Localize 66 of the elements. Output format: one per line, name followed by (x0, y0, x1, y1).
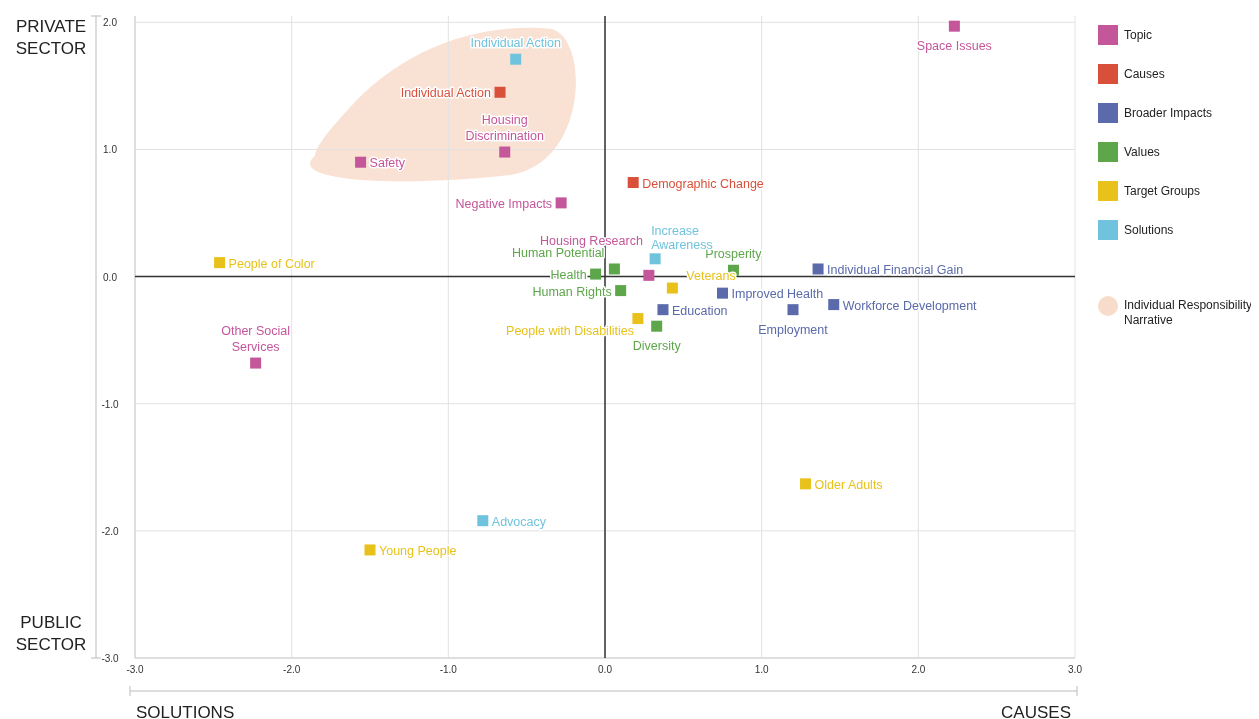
legend-label: Broader Impacts (1124, 106, 1213, 120)
data-label: Employment (758, 322, 829, 337)
point (657, 304, 669, 316)
x-tick-label: -1.0 (439, 664, 458, 675)
point (717, 287, 728, 299)
point (632, 313, 644, 325)
x-tick-label: 3.0 (1068, 664, 1083, 675)
point (510, 53, 522, 65)
y-tick-label: 0.0 (103, 271, 118, 283)
legend-label: Target Groups (1124, 184, 1201, 198)
point (800, 478, 812, 490)
point (649, 253, 661, 265)
x-tick-label: -3.0 (126, 664, 145, 675)
data-label: Demographic Change (642, 176, 764, 191)
data-label: Safety (369, 156, 406, 171)
data-label: Other Social Services (221, 324, 291, 355)
data-label: Workforce Development (842, 298, 978, 313)
text: PUBLIC SECTOR (15, 613, 87, 654)
data-label: Education (671, 303, 728, 318)
x-tick-label: -2.0 (283, 664, 301, 675)
point (627, 177, 639, 189)
legend-label: Values (1124, 145, 1160, 159)
y-tick-label: 1.0 (103, 144, 118, 156)
y-tick-label: 2.0 (103, 17, 118, 29)
text: CAUSES (1001, 703, 1071, 719)
point (364, 544, 376, 556)
point (214, 257, 226, 269)
point (948, 20, 960, 32)
y-tick-label: -3.0 (101, 653, 120, 664)
point (787, 304, 799, 316)
point (250, 357, 262, 369)
point (499, 146, 511, 158)
point (828, 299, 840, 311)
data-label: Individual Financial Gain (827, 262, 964, 277)
point (812, 263, 824, 275)
data-label: Individual Action (400, 86, 492, 101)
data-label: People of Color (228, 256, 315, 271)
point (608, 263, 620, 275)
point (555, 197, 567, 209)
data-label: Older Adults (814, 477, 883, 492)
legend-label: Causes (1124, 67, 1165, 81)
legend-label: Solutions (1124, 223, 1174, 237)
x-tick-label: 2.0 (911, 664, 926, 675)
data-label: Individual Action (470, 36, 561, 51)
text: PRIVATE SECTOR (15, 17, 87, 58)
point (590, 268, 602, 280)
point (651, 320, 663, 332)
point (477, 515, 489, 527)
data-label: Housing Discrimination (465, 113, 545, 144)
x-tick-label: 0.0 (598, 664, 613, 675)
y-tick-label: -2.0 (101, 525, 120, 537)
point (355, 156, 367, 168)
x-tick-label: 1.0 (754, 664, 770, 675)
data-label: Diversity (632, 339, 682, 354)
legend-label: Topic (1124, 28, 1153, 42)
data-label: Negative Impacts (455, 196, 553, 211)
data-label: Space Issues (916, 39, 992, 54)
text: SOLUTIONS (136, 703, 235, 719)
y-tick-label: -1.0 (101, 398, 120, 410)
data-label: Young People (379, 543, 457, 558)
data-label: Advocacy (491, 514, 547, 529)
point (666, 282, 678, 294)
point (615, 285, 627, 297)
point (494, 86, 506, 98)
point (643, 269, 655, 281)
data-label: Improved Health (731, 287, 824, 302)
